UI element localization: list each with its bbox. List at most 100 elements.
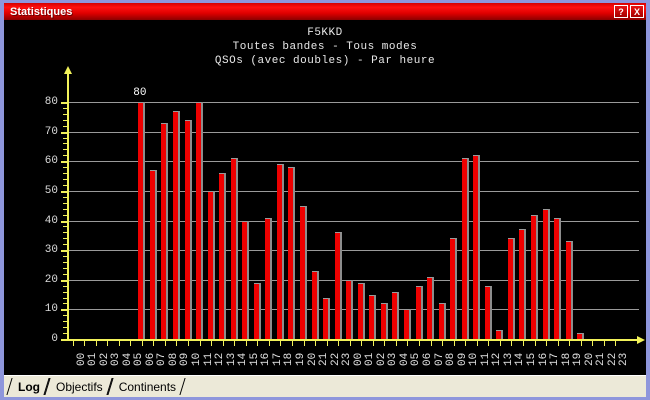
x-axis-tick bbox=[338, 341, 340, 346]
y-axis-label: 10 bbox=[44, 303, 58, 316]
y-axis-tick bbox=[61, 309, 67, 312]
y-axis-minor-tick bbox=[63, 238, 67, 240]
y-axis-tick bbox=[61, 161, 67, 164]
x-axis-tick bbox=[384, 341, 386, 346]
chart-bar bbox=[300, 205, 307, 339]
x-axis-label: 19 bbox=[572, 352, 585, 366]
x-axis-label: 19 bbox=[294, 352, 307, 366]
x-axis-label: 02 bbox=[98, 352, 111, 366]
tab-continents[interactable]: Continents bbox=[109, 376, 182, 397]
chart-bar bbox=[392, 291, 400, 339]
chart-bar bbox=[323, 297, 331, 339]
y-axis-tick bbox=[61, 190, 67, 193]
chart-title: F5KKD bbox=[307, 27, 343, 39]
y-axis-label: 20 bbox=[44, 273, 58, 286]
x-axis-arrow-icon bbox=[637, 336, 646, 344]
x-axis-label: 06 bbox=[422, 352, 434, 366]
close-button[interactable]: X bbox=[630, 5, 644, 18]
x-axis-tick bbox=[234, 341, 236, 346]
chart-bar bbox=[219, 173, 227, 339]
y-axis-minor-tick bbox=[63, 273, 67, 275]
x-axis-tick bbox=[395, 341, 397, 346]
x-axis-label: 11 bbox=[202, 352, 215, 366]
y-axis-minor-tick bbox=[63, 256, 67, 258]
chart-bar bbox=[565, 241, 573, 339]
x-axis-label: 10 bbox=[468, 352, 481, 366]
y-axis-minor-tick bbox=[63, 184, 67, 186]
x-axis-label: 09 bbox=[456, 352, 469, 366]
x-axis-label: 00 bbox=[75, 352, 88, 366]
chart-bar bbox=[172, 110, 180, 339]
x-axis-tick bbox=[315, 341, 317, 346]
x-axis-tick bbox=[580, 341, 582, 346]
chart-bar bbox=[427, 276, 435, 339]
x-axis-tick bbox=[592, 341, 594, 346]
x-axis-label: 16 bbox=[537, 352, 550, 366]
x-axis-label: 13 bbox=[225, 352, 238, 366]
chart-bar bbox=[369, 294, 377, 339]
y-axis-minor-tick bbox=[63, 155, 67, 157]
y-axis-minor-tick bbox=[63, 173, 67, 175]
x-axis-label: 23 bbox=[618, 352, 631, 366]
x-axis-tick bbox=[176, 341, 178, 346]
chart-bar bbox=[519, 229, 527, 339]
x-axis-tick bbox=[453, 341, 455, 346]
y-axis-minor-tick bbox=[63, 107, 67, 109]
chart-bar bbox=[311, 270, 319, 339]
tab-objectifs[interactable]: Objectifs bbox=[46, 376, 109, 397]
y-axis-tick bbox=[61, 339, 67, 341]
chart-bar bbox=[346, 279, 354, 339]
y-axis-minor-tick bbox=[63, 291, 67, 293]
gridline bbox=[67, 250, 639, 252]
y-axis-minor-tick bbox=[63, 202, 67, 204]
x-axis-tick bbox=[603, 341, 605, 346]
x-axis-tick bbox=[488, 341, 490, 346]
y-axis-minor-tick bbox=[63, 208, 67, 210]
x-axis-tick bbox=[442, 341, 444, 346]
chart-bar bbox=[438, 303, 446, 339]
y-axis-label: 70 bbox=[44, 125, 58, 138]
chart-canvas: F5KKD Toutes bandes - Tous modes QSOs (a… bbox=[4, 20, 646, 375]
chart-bar bbox=[554, 217, 562, 339]
x-axis-tick bbox=[361, 341, 363, 346]
x-axis-tick bbox=[141, 341, 143, 346]
y-axis-tick bbox=[61, 250, 67, 253]
y-axis-minor-tick bbox=[63, 315, 67, 317]
y-axis-minor-tick bbox=[63, 244, 67, 246]
chart-bar bbox=[184, 119, 192, 339]
x-axis-label: 01 bbox=[364, 352, 377, 366]
x-axis-tick bbox=[615, 341, 617, 346]
x-axis-tick bbox=[118, 341, 120, 346]
x-axis-tick bbox=[557, 341, 559, 346]
x-axis-tick bbox=[107, 341, 109, 346]
y-axis-minor-tick bbox=[63, 119, 67, 121]
window-title: Statistiques bbox=[10, 5, 73, 18]
x-axis-tick bbox=[546, 341, 548, 346]
x-axis-label: 03 bbox=[110, 352, 123, 366]
y-axis-minor-tick bbox=[63, 267, 67, 269]
chart-bar bbox=[473, 155, 481, 339]
chart-caption: QSOs (avec doubles) - Par heure bbox=[214, 55, 436, 67]
chart-bar bbox=[415, 285, 423, 339]
x-axis-tick bbox=[245, 341, 247, 346]
y-axis bbox=[67, 72, 69, 339]
x-axis-tick bbox=[476, 341, 478, 346]
x-axis-label: 05 bbox=[133, 352, 146, 366]
chart-bar bbox=[138, 102, 146, 339]
x-axis-tick bbox=[280, 341, 282, 346]
gridline bbox=[67, 131, 639, 133]
y-axis-minor-tick bbox=[63, 179, 67, 181]
tab-log[interactable]: Log bbox=[8, 376, 46, 397]
chart-bar bbox=[484, 285, 492, 339]
help-button[interactable]: ? bbox=[614, 5, 628, 18]
y-axis-label: 0 bbox=[51, 333, 58, 345]
chart-bar bbox=[531, 214, 538, 339]
x-axis-label: 22 bbox=[329, 352, 342, 366]
x-axis-label: 09 bbox=[179, 352, 192, 366]
chart-bar bbox=[253, 282, 261, 339]
titlebar-buttons: ? X bbox=[614, 5, 644, 18]
gridline bbox=[67, 102, 639, 103]
x-axis-label: 23 bbox=[341, 352, 354, 366]
x-axis-label: 10 bbox=[191, 352, 203, 366]
